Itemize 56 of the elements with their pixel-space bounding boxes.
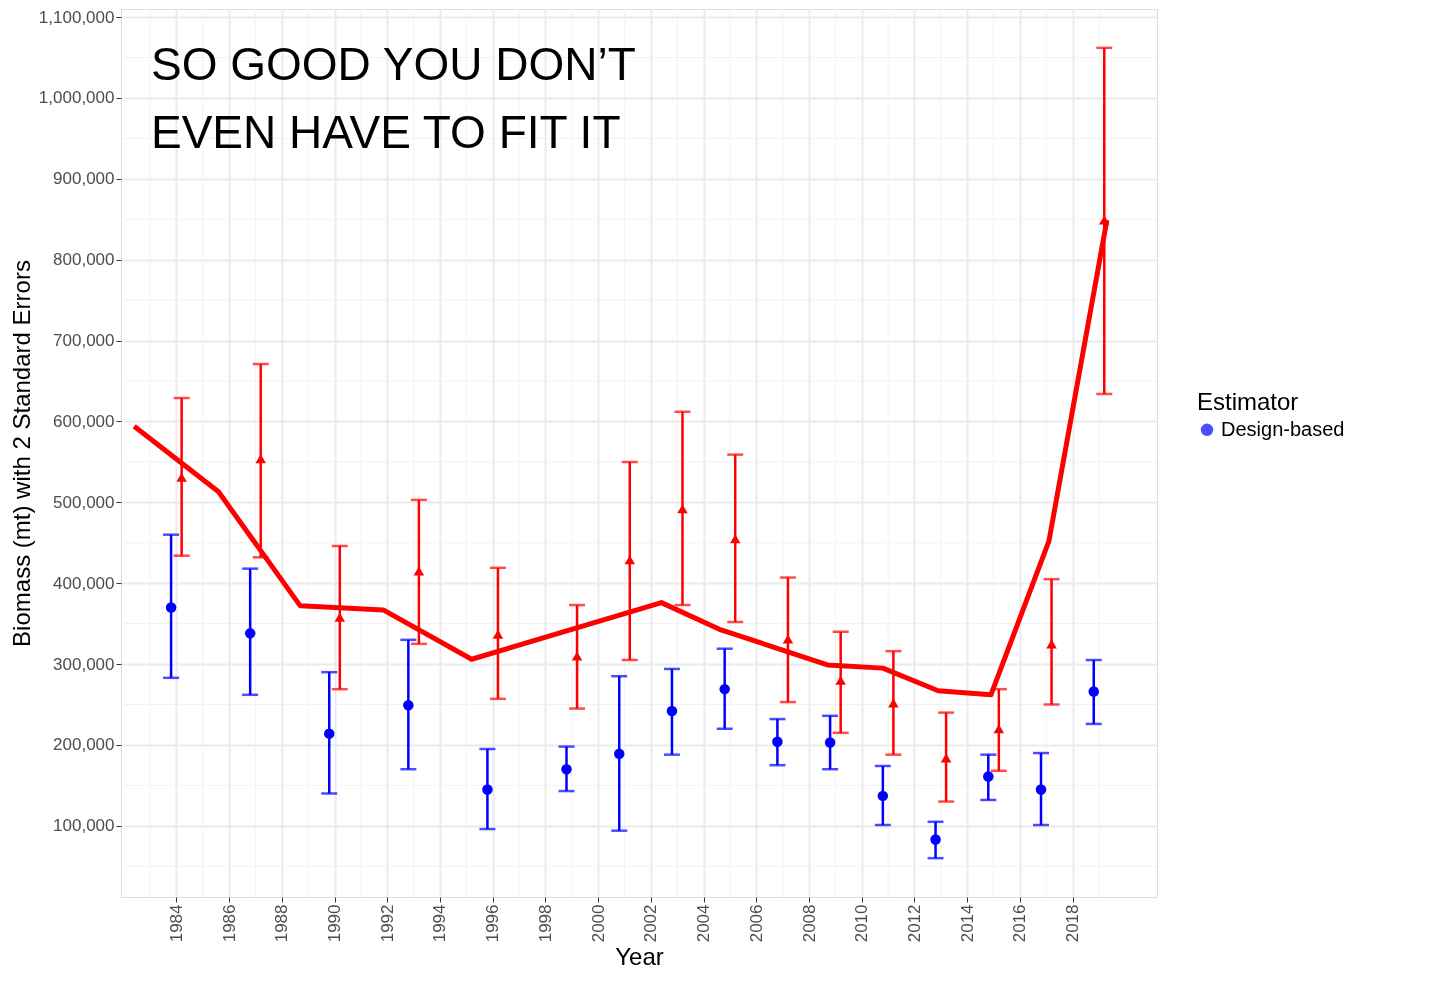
- y-tick-label: 700,000: [53, 331, 115, 351]
- x-axis-title: Year: [615, 943, 664, 971]
- x-tick-label: 2008: [799, 904, 819, 943]
- y-tick-label: 1,000,000: [38, 88, 115, 108]
- point: [772, 736, 783, 747]
- y-tick-label: 200,000: [53, 735, 115, 755]
- point: [666, 705, 678, 717]
- point: [403, 700, 414, 711]
- x-tick-label: 2010: [852, 904, 872, 943]
- y-tick-label: 300,000: [53, 654, 115, 674]
- x-tick-label: 2014: [957, 904, 977, 943]
- point: [255, 454, 266, 464]
- y-tick-label: 400,000: [53, 573, 115, 593]
- x-tick-label: 2016: [1010, 904, 1030, 943]
- x-tick-label: 1984: [166, 904, 186, 943]
- x-tick-label: 1994: [430, 904, 450, 943]
- x-tick-label: 1996: [483, 904, 503, 943]
- x-tick-label: 2002: [641, 904, 661, 943]
- y-tick-label: 800,000: [53, 250, 115, 270]
- legend-label: Design-based: [1221, 417, 1345, 440]
- x-tick-label: 2000: [588, 904, 608, 943]
- point: [1088, 686, 1099, 697]
- x-tick-label: 1990: [325, 904, 345, 943]
- point: [1046, 639, 1057, 649]
- x-tick-label: 2004: [694, 904, 714, 943]
- point: [482, 784, 493, 795]
- point: [729, 534, 741, 544]
- point: [930, 834, 941, 845]
- point: [983, 771, 994, 782]
- x-tick-label: 1998: [535, 904, 555, 943]
- legend-title: Estimator: [1197, 387, 1299, 415]
- point: [244, 628, 256, 639]
- y-tick-label: 600,000: [53, 411, 115, 431]
- point: [624, 555, 636, 565]
- point: [165, 602, 177, 613]
- point: [1035, 784, 1047, 795]
- point: [324, 728, 335, 739]
- point: [561, 763, 572, 775]
- x-tick-label: 1988: [272, 904, 292, 943]
- y-tick-label: 500,000: [53, 492, 115, 512]
- y-tick-label: 900,000: [53, 169, 115, 189]
- x-tick-label: 2012: [904, 904, 924, 943]
- y-axis-title: Biomass (mt) with 2 Standard Errors: [7, 260, 35, 647]
- point: [613, 748, 625, 760]
- point: [677, 504, 688, 514]
- point: [877, 790, 889, 802]
- y-tick-label: 100,000: [53, 816, 115, 836]
- text: SO GOOD YOU DON’T EVEN HAVE TO FIT IT: [151, 38, 636, 158]
- y-tick-label: 1,100,000: [38, 7, 115, 27]
- point: [824, 737, 836, 748]
- x-tick-label: 1992: [377, 904, 397, 943]
- x-tick-label: 2018: [1063, 904, 1083, 943]
- point: [719, 683, 730, 695]
- x-tick-label: 2006: [746, 904, 766, 943]
- point: [888, 698, 899, 708]
- x-tick-label: 1986: [219, 904, 239, 943]
